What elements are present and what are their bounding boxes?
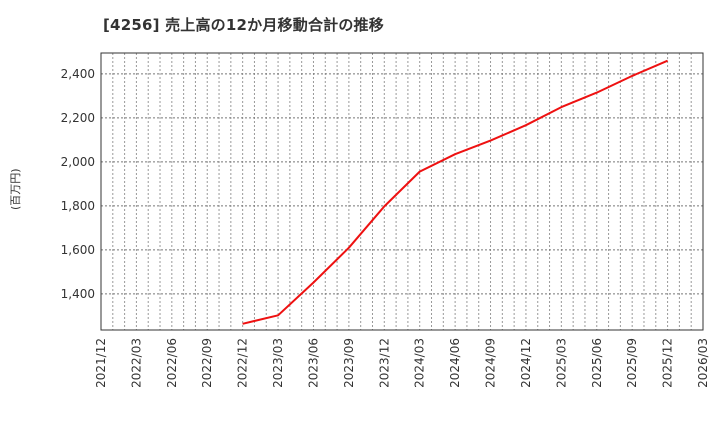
x-tick-label: 2025/06 (590, 338, 604, 388)
x-tick-label: 2022/03 (129, 338, 143, 388)
x-axis-ticks: 2021/12 2022/03 2022/06 2022/09 2022/12 2023/… (94, 338, 710, 388)
x-tick-label: 2023/03 (271, 338, 285, 388)
x-tick-label: 2022/12 (236, 338, 250, 388)
x-tick-label: 2023/12 (377, 338, 391, 388)
grid-lines (101, 53, 703, 330)
x-tick-label: 2024/09 (484, 338, 498, 388)
x-tick-label: 2024/06 (448, 338, 462, 388)
plot-frame (100, 52, 704, 331)
y-tick-label: 1,800 (61, 199, 95, 213)
chart-title: [4256] 売上高の12か月移動合計の推移 (103, 16, 384, 34)
x-tick-label: 2024/03 (413, 338, 427, 388)
x-tick-label: 2023/09 (342, 338, 356, 388)
x-tick-label: 2021/12 (94, 338, 108, 388)
x-tick-label: 2025/03 (554, 338, 568, 388)
y-axis-ticks: 1,400 1,600 1,800 2,000 2,200 2,400 (61, 67, 95, 301)
x-tick-label: 2022/06 (165, 338, 179, 388)
x-tick-label: 2022/09 (200, 338, 214, 388)
y-tick-label: 1,400 (61, 287, 95, 301)
y-tick-label: 2,000 (61, 155, 95, 169)
x-tick-label: 2024/12 (519, 338, 533, 388)
y-tick-label: 1,600 (61, 243, 95, 257)
y-tick-label: 2,400 (61, 67, 95, 81)
x-tick-label: 2023/06 (306, 338, 320, 388)
sales-line (242, 59, 668, 325)
x-tick-label: 2025/12 (661, 338, 675, 388)
x-tick-label: 2026/03 (696, 338, 710, 388)
x-tick-label: 2025/09 (625, 338, 639, 388)
y-tick-label: 2,200 (61, 111, 95, 125)
